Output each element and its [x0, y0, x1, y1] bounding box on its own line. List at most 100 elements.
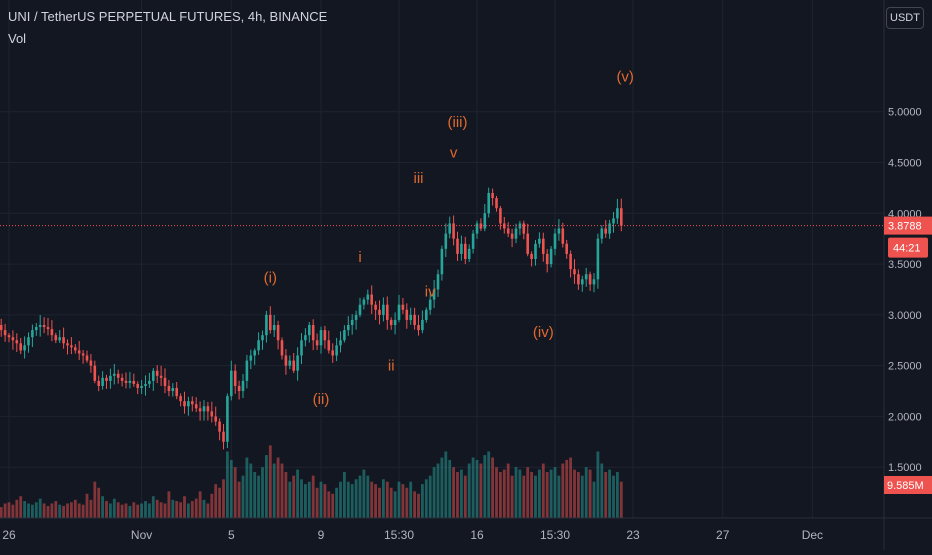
volume-bar — [237, 481, 241, 518]
volume-bar — [530, 472, 533, 518]
candle-body — [573, 269, 576, 275]
candle-body — [616, 208, 619, 219]
grid-lines — [0, 0, 884, 518]
candle-body — [460, 243, 463, 254]
volume-bar — [175, 501, 179, 518]
candle-body — [409, 314, 412, 320]
candle-body — [97, 380, 100, 386]
volume-bar — [534, 475, 537, 518]
candle-body — [105, 377, 108, 381]
candle-body — [421, 319, 424, 331]
volume-bar — [538, 469, 541, 518]
volume-bar — [97, 487, 101, 518]
candle-body — [198, 408, 202, 412]
volume-bar — [518, 469, 522, 518]
candle-body — [109, 375, 112, 381]
candle-body — [304, 335, 307, 341]
candle-body — [222, 431, 225, 442]
x-tick-label: Dec — [802, 528, 823, 542]
volume-bar — [296, 469, 299, 518]
volume-bar — [327, 491, 331, 518]
last-volume-badge — [884, 476, 932, 494]
countdown-badge — [888, 237, 928, 258]
candle-body — [522, 223, 526, 234]
x-tick-label: Nov — [131, 528, 152, 542]
candle-body — [534, 243, 537, 259]
candle-body — [596, 238, 600, 280]
volume-bar — [362, 469, 366, 518]
volume-bar — [436, 463, 440, 518]
symbol-title[interactable]: UNI / TetherUS PERPETUAL FUTURES, 4h, BI… — [8, 9, 328, 24]
volume-bar — [155, 499, 159, 518]
volume-bar — [315, 487, 319, 518]
candle-body — [452, 223, 455, 239]
volume-bar — [105, 501, 108, 518]
candle-body — [210, 411, 214, 417]
candle-body — [335, 345, 338, 356]
volume-bar — [319, 481, 323, 518]
x-tick-label: 26 — [2, 528, 16, 542]
volume-bar — [499, 472, 502, 518]
volume-bar — [261, 467, 264, 518]
volume-bar — [62, 505, 65, 518]
volume-bar — [210, 493, 214, 518]
candle-body — [15, 340, 19, 344]
volume-bar — [46, 505, 50, 518]
volume-bar — [171, 499, 175, 518]
candle-body — [284, 355, 288, 366]
volume-bar — [151, 496, 155, 518]
candle-body — [549, 248, 553, 265]
volume-bar — [409, 481, 413, 518]
candle-body — [370, 294, 373, 305]
volume-bar — [569, 457, 572, 518]
candle-body — [475, 223, 479, 234]
candle-body — [0, 325, 3, 331]
volume-bar — [136, 504, 140, 518]
volume-bar — [549, 469, 553, 518]
volume-bar — [350, 484, 354, 518]
volume-bar — [561, 463, 565, 518]
volume-bar — [144, 501, 147, 518]
volume-bar — [54, 501, 58, 518]
volume-bar — [116, 502, 120, 518]
candle-body — [214, 416, 217, 422]
volume-bar — [580, 475, 584, 518]
volume-label[interactable]: Vol — [8, 31, 27, 46]
wave-label: iii — [414, 170, 424, 187]
currency-button[interactable]: USDT — [886, 7, 924, 29]
x-tick-label: 15:30 — [384, 528, 414, 542]
volume-bar — [553, 467, 557, 518]
candle-body — [386, 304, 389, 320]
volume-bar — [444, 451, 448, 518]
candle-body — [456, 238, 459, 254]
candle-body — [343, 330, 346, 341]
candle-body — [257, 340, 260, 351]
wave-label: ii — [388, 358, 395, 375]
candle-body — [54, 335, 58, 341]
candle-body — [3, 330, 7, 336]
volume-bar — [202, 499, 206, 518]
volume-bar — [206, 503, 210, 518]
candle-body — [347, 325, 350, 331]
candle-body — [327, 340, 331, 351]
candle-body — [538, 238, 541, 244]
candle-body — [378, 309, 381, 315]
candle-body — [85, 355, 89, 361]
volume-bar — [307, 481, 311, 518]
candle-body — [565, 243, 568, 254]
x-tick-label: 27 — [716, 528, 730, 542]
candle-body — [440, 248, 444, 275]
volume-bar — [389, 487, 393, 518]
candle-body — [444, 233, 448, 249]
volume-bar — [495, 467, 498, 518]
candle-body — [323, 330, 327, 341]
last-price-label: 3.8788 — [888, 221, 922, 233]
candle-body — [401, 304, 405, 310]
volume-bar — [265, 455, 268, 518]
candle-body — [561, 228, 565, 244]
volume-bar — [604, 472, 608, 518]
volume-bar — [616, 472, 619, 518]
candle-body — [38, 325, 42, 328]
